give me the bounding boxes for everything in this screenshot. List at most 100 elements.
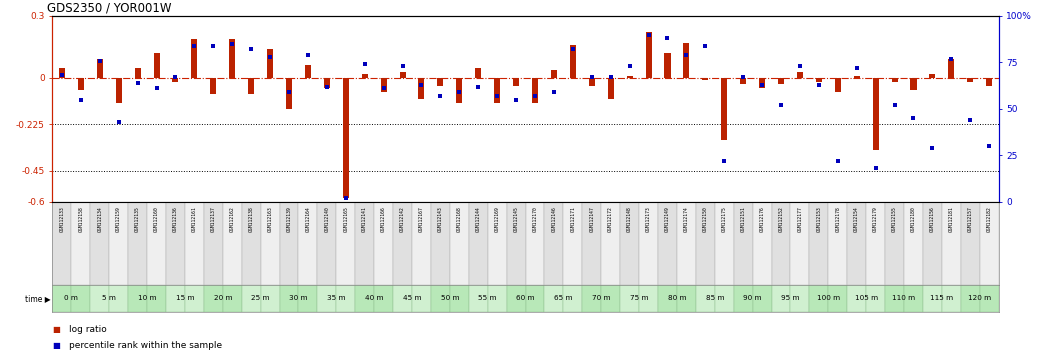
Point bbox=[280, 89, 297, 95]
Bar bbox=[488, 285, 507, 312]
Bar bbox=[204, 202, 222, 285]
Text: GSM112163: GSM112163 bbox=[267, 206, 273, 232]
Point bbox=[943, 56, 960, 62]
Bar bbox=[620, 285, 639, 312]
Bar bbox=[911, 78, 917, 90]
Text: 10 m: 10 m bbox=[137, 295, 156, 301]
Bar bbox=[695, 285, 714, 312]
Text: GSM112148: GSM112148 bbox=[627, 206, 633, 232]
Text: GSM112168: GSM112168 bbox=[456, 206, 462, 232]
Bar bbox=[639, 285, 658, 312]
Bar bbox=[563, 202, 582, 285]
Text: GSM112146: GSM112146 bbox=[552, 206, 556, 232]
Text: GSM112138: GSM112138 bbox=[249, 206, 254, 232]
Text: 5 m: 5 m bbox=[103, 295, 116, 301]
Bar bbox=[848, 285, 866, 312]
Text: GSM112154: GSM112154 bbox=[854, 206, 859, 232]
Bar bbox=[507, 285, 526, 312]
Text: GSM112162: GSM112162 bbox=[230, 206, 235, 232]
Text: GSM112133: GSM112133 bbox=[60, 206, 64, 232]
Bar bbox=[431, 202, 450, 285]
Text: GSM112174: GSM112174 bbox=[684, 206, 689, 232]
Text: GSM112166: GSM112166 bbox=[381, 206, 386, 232]
Bar bbox=[185, 285, 204, 312]
Bar bbox=[185, 202, 204, 285]
Bar bbox=[318, 202, 337, 285]
Point bbox=[167, 74, 184, 80]
Text: ■: ■ bbox=[52, 341, 61, 350]
Text: GSM112150: GSM112150 bbox=[703, 206, 708, 232]
Bar bbox=[961, 285, 980, 312]
Bar bbox=[778, 78, 784, 84]
Text: GSM112171: GSM112171 bbox=[571, 206, 575, 232]
Text: GSM112165: GSM112165 bbox=[343, 206, 348, 232]
Bar bbox=[563, 285, 582, 312]
Text: GSM112178: GSM112178 bbox=[835, 206, 840, 232]
Bar bbox=[980, 202, 999, 285]
Text: 20 m: 20 m bbox=[214, 295, 232, 301]
Point bbox=[223, 41, 240, 47]
Bar bbox=[229, 39, 235, 78]
Bar bbox=[722, 78, 727, 140]
Bar bbox=[507, 202, 526, 285]
Bar bbox=[134, 68, 141, 78]
Bar bbox=[513, 78, 519, 86]
Bar bbox=[677, 202, 695, 285]
Point bbox=[868, 166, 884, 171]
Point bbox=[508, 97, 524, 102]
Bar bbox=[90, 202, 109, 285]
Point bbox=[148, 86, 165, 91]
Bar bbox=[147, 202, 166, 285]
Bar bbox=[829, 202, 848, 285]
Point bbox=[924, 145, 941, 151]
Point bbox=[545, 89, 562, 95]
Bar bbox=[664, 53, 670, 78]
Point bbox=[849, 65, 865, 71]
Text: 75 m: 75 m bbox=[629, 295, 648, 301]
Bar bbox=[412, 285, 431, 312]
Text: GSM112179: GSM112179 bbox=[873, 206, 878, 232]
Point bbox=[489, 93, 506, 99]
Bar bbox=[980, 285, 999, 312]
Bar bbox=[204, 285, 222, 312]
Bar bbox=[52, 285, 71, 312]
Text: GSM112156: GSM112156 bbox=[929, 206, 935, 232]
Bar bbox=[279, 285, 299, 312]
Bar bbox=[337, 285, 356, 312]
Bar bbox=[374, 202, 393, 285]
Bar bbox=[986, 78, 992, 86]
Bar bbox=[544, 202, 563, 285]
Bar bbox=[829, 285, 848, 312]
Text: GSM112135: GSM112135 bbox=[135, 206, 141, 232]
Bar bbox=[816, 78, 822, 82]
Bar bbox=[885, 285, 904, 312]
Bar bbox=[683, 43, 689, 78]
Bar bbox=[923, 202, 942, 285]
Bar bbox=[772, 285, 791, 312]
Point bbox=[394, 63, 411, 69]
Point bbox=[432, 93, 449, 99]
Bar bbox=[324, 78, 329, 88]
Point bbox=[53, 73, 70, 78]
Bar bbox=[582, 202, 601, 285]
Bar bbox=[267, 49, 273, 78]
Bar bbox=[109, 285, 128, 312]
Text: GSM112182: GSM112182 bbox=[987, 206, 991, 232]
Text: GSM112152: GSM112152 bbox=[778, 206, 784, 232]
Bar bbox=[607, 78, 614, 98]
Bar bbox=[400, 72, 406, 78]
Bar bbox=[626, 76, 633, 78]
Point bbox=[186, 43, 202, 48]
Bar bbox=[892, 78, 898, 82]
Point bbox=[261, 54, 278, 60]
Bar bbox=[733, 202, 752, 285]
Text: 85 m: 85 m bbox=[706, 295, 724, 301]
Text: GDS2350 / YOR001W: GDS2350 / YOR001W bbox=[47, 1, 172, 14]
Bar bbox=[759, 78, 765, 88]
Text: GSM112145: GSM112145 bbox=[514, 206, 518, 232]
Text: GSM112157: GSM112157 bbox=[968, 206, 972, 232]
Bar bbox=[961, 202, 980, 285]
Bar bbox=[450, 285, 469, 312]
Bar bbox=[305, 65, 311, 78]
Text: GSM112180: GSM112180 bbox=[911, 206, 916, 232]
